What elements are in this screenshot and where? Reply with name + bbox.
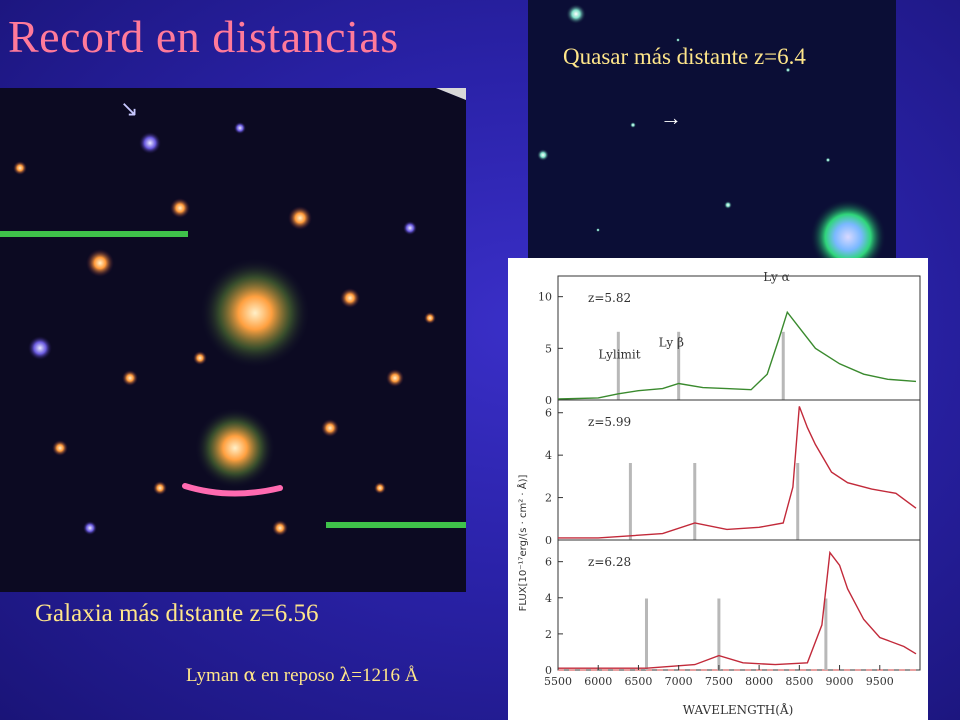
line-annotation: Ly α	[763, 270, 789, 284]
line-annotation: Ly β	[659, 335, 684, 349]
quasar-caption: Quasar más distante z=6.4	[563, 44, 806, 69]
line-marker	[796, 463, 800, 540]
x-tick-label: 5500	[544, 675, 572, 688]
x-tick-label: 6000	[584, 675, 612, 688]
x-tick-label: 9000	[826, 675, 854, 688]
line-annotation: Lylimit	[598, 348, 640, 362]
lyman-suffix: =1216 Å	[351, 665, 419, 686]
quasar-field-image	[528, 0, 896, 262]
line-marker	[717, 598, 721, 670]
spectra-x-axis-label: WAVELENGTH(Å)	[683, 702, 794, 717]
y-tick-label: 4	[545, 449, 552, 462]
redshift-label: z=5.82	[588, 291, 631, 305]
galaxy-cluster-image: ↘	[0, 88, 466, 592]
spectrum-line	[557, 310, 917, 400]
redshift-label: z=5.99	[588, 415, 631, 429]
slide-title: Record en distancias	[8, 11, 399, 62]
spectrum-line	[558, 406, 917, 539]
x-tick-label: 8000	[745, 675, 773, 688]
y-tick-label: 0	[545, 664, 552, 677]
line-marker	[677, 331, 681, 400]
y-tick-label: 2	[545, 492, 552, 505]
x-tick-label: 9500	[866, 675, 894, 688]
quasar-spectra-chart: 10 5 0 z=5.82 Ly α Ly β Lylimit 6 4 2 0 z=5.99 6 4 2 0 z…	[508, 258, 928, 720]
y-tick-label: 6	[545, 407, 552, 420]
y-tick-label: 6	[545, 556, 552, 569]
y-tick-label: 4	[545, 592, 552, 605]
spectrum-line	[558, 550, 917, 669]
lambda-symbol: λ	[339, 664, 352, 686]
svg-text:↘: ↘	[120, 97, 138, 122]
line-marker	[644, 598, 648, 670]
x-tick-label: 8500	[785, 675, 813, 688]
line-marker	[628, 463, 632, 540]
x-tick-label: 7500	[705, 675, 733, 688]
lyman-rest-wavelength-note: Lyman α en reposo λ=1216 Å	[186, 664, 418, 687]
lyman-middle: en reposo	[256, 665, 340, 686]
x-tick-label: 7000	[665, 675, 693, 688]
y-tick-label: 0	[545, 394, 552, 407]
y-tick-label: 5	[545, 342, 552, 355]
quasar-arrow: →	[660, 105, 682, 130]
spectra-y-axis-label: FLUX[10⁻¹⁷erg/(s · cm² · Å)]	[516, 475, 529, 612]
redshift-label: z=6.28	[588, 555, 631, 569]
lyman-prefix: Lyman	[186, 665, 244, 686]
y-tick-label: 0	[545, 534, 552, 547]
line-marker	[693, 463, 697, 540]
line-marker	[781, 331, 785, 400]
alpha-symbol: α	[243, 664, 257, 686]
line-marker	[616, 331, 620, 400]
line-marker	[824, 598, 828, 670]
y-tick-label: 10	[538, 291, 552, 304]
x-tick-label: 6500	[624, 675, 652, 688]
y-tick-label: 2	[545, 628, 552, 641]
galaxy-caption: Galaxia más distante z=6.56	[35, 600, 319, 627]
